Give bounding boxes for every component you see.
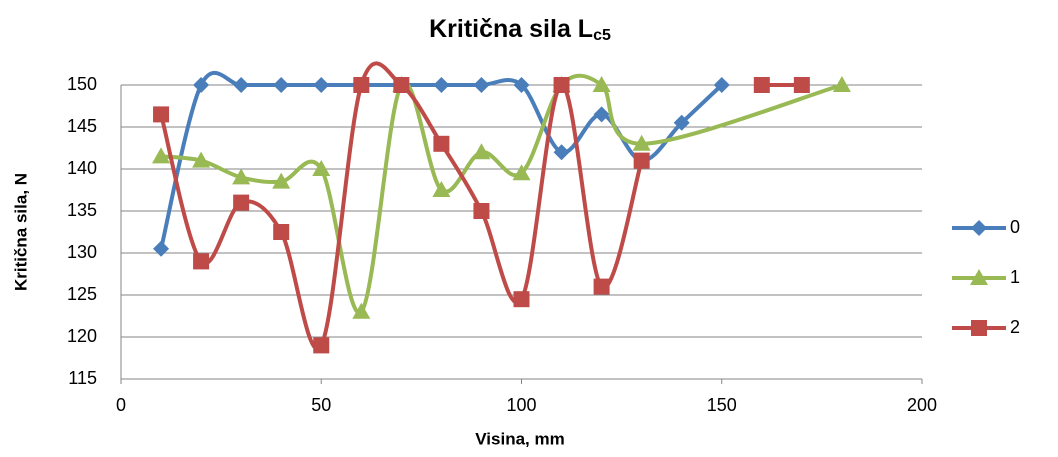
marker-square [633, 152, 650, 169]
marker-diamond [553, 144, 570, 161]
y-tick-label: 115 [68, 368, 97, 388]
legend-label: 1 [1010, 267, 1020, 287]
y-tick-label: 140 [67, 158, 97, 178]
marker-square [971, 320, 987, 336]
x-tick-label: 150 [707, 395, 737, 415]
marker-triangle [472, 143, 491, 160]
marker-square [793, 77, 810, 93]
marker-diamond [153, 240, 170, 257]
title-subscript: c5 [593, 27, 611, 44]
marker-triangle [352, 302, 371, 319]
marker-triangle [232, 168, 251, 185]
marker-square [153, 106, 170, 123]
marker-square [553, 77, 570, 93]
y-tick-label: 145 [67, 116, 97, 136]
marker-triangle [592, 76, 611, 92]
marker-diamond [713, 77, 730, 93]
y-axis-title: Kritična sila, N [11, 173, 30, 291]
marker-diamond [193, 77, 210, 93]
y-tick-label: 125 [67, 284, 97, 304]
marker-square [513, 291, 530, 308]
legend-label: 2 [1010, 317, 1020, 337]
marker-square [433, 135, 450, 152]
series-line [159, 61, 644, 351]
marker-diamond [971, 220, 987, 236]
marker-triangle [832, 76, 851, 92]
marker-diamond [313, 77, 330, 93]
marker-triangle [432, 181, 451, 197]
marker-triangle [272, 172, 291, 189]
x-tick-label: 100 [506, 395, 536, 415]
marker-diamond [513, 77, 530, 93]
marker-diamond [473, 77, 490, 93]
marker-square [273, 224, 290, 240]
marker-square [393, 77, 410, 93]
marker-diamond [273, 77, 290, 93]
marker-triangle [192, 151, 211, 168]
x-tick-label: 50 [311, 395, 331, 415]
marker-triangle [632, 134, 651, 151]
marker-diamond [433, 77, 450, 93]
marker-diamond [593, 106, 610, 123]
y-tick-label: 150 [67, 74, 97, 94]
marker-square [753, 77, 770, 93]
marker-diamond [673, 114, 690, 131]
marker-triangle [312, 160, 331, 176]
marker-triangle [152, 147, 171, 164]
y-tick-label: 120 [67, 326, 97, 346]
x-axis-title: Visina, mm [475, 429, 564, 448]
y-tick-label: 135 [67, 200, 97, 220]
x-tick-label: 200 [907, 395, 937, 415]
y-tick-label: 130 [67, 242, 97, 262]
marker-square [193, 253, 210, 270]
legend-label: 0 [1010, 217, 1020, 237]
title-text: Kritična sila L [429, 15, 593, 43]
marker-square [233, 194, 250, 211]
marker-square [353, 77, 370, 93]
chart-title: Kritična sila Lc5 [429, 15, 611, 45]
marker-square [313, 337, 330, 354]
marker-diamond [233, 77, 250, 93]
x-tick-label: 0 [116, 395, 126, 415]
marker-square [593, 278, 610, 295]
marker-triangle [970, 269, 988, 285]
marker-triangle [512, 164, 531, 181]
marker-square [473, 203, 490, 219]
